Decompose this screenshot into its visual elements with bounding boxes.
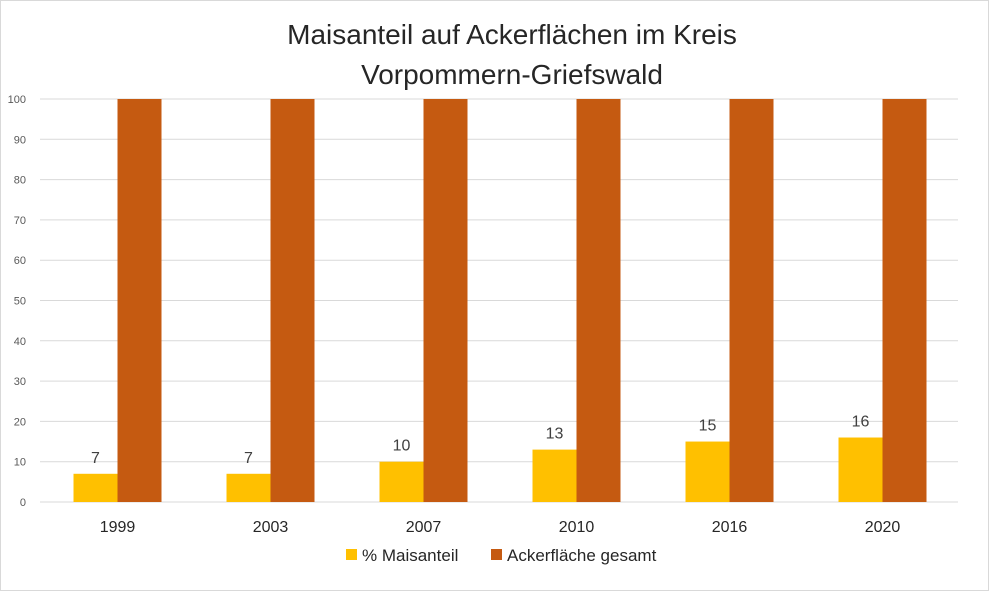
x-tick-label: 2016 bbox=[712, 519, 748, 536]
y-tick-label: 100 bbox=[8, 94, 26, 106]
x-tick-label: 2007 bbox=[406, 519, 442, 536]
y-tick-label: 10 bbox=[14, 457, 26, 469]
bar-maisanteil-2010 bbox=[532, 449, 577, 502]
data-label: 15 bbox=[699, 418, 717, 435]
y-tick-label: 30 bbox=[14, 376, 26, 388]
legend-label: Ackerfläche gesamt bbox=[507, 546, 657, 565]
y-tick-label: 90 bbox=[14, 134, 26, 146]
data-label: 7 bbox=[91, 450, 100, 467]
legend-label: % Maisanteil bbox=[362, 546, 458, 565]
data-label: 10 bbox=[393, 438, 411, 455]
y-tick-label: 0 bbox=[20, 497, 26, 509]
chart-title-line-2: Vorpommern-Griefswald bbox=[361, 59, 663, 90]
bar-ackerflaeche-2016 bbox=[729, 99, 774, 502]
x-tick-label: 1999 bbox=[100, 519, 136, 536]
y-tick-label: 20 bbox=[14, 416, 26, 428]
bar-maisanteil-2020 bbox=[838, 437, 883, 502]
y-tick-label: 50 bbox=[14, 296, 26, 308]
x-tick-label: 2010 bbox=[559, 519, 595, 536]
data-label: 7 bbox=[244, 450, 253, 467]
legend-swatch bbox=[491, 549, 502, 560]
chart-title-line-1: Maisanteil auf Ackerflächen im Kreis bbox=[287, 19, 737, 50]
bar-ackerflaeche-2007 bbox=[423, 99, 468, 502]
bar-ackerflaeche-2010 bbox=[576, 99, 621, 502]
y-tick-label: 80 bbox=[14, 175, 26, 187]
bar-maisanteil-1999 bbox=[73, 473, 118, 502]
y-tick-label: 70 bbox=[14, 215, 26, 227]
bar-maisanteil-2016 bbox=[685, 441, 730, 502]
x-tick-label: 2003 bbox=[253, 519, 289, 536]
bar-maisanteil-2007 bbox=[379, 461, 424, 502]
bar-ackerflaeche-1999 bbox=[117, 99, 162, 502]
bar-maisanteil-2003 bbox=[226, 473, 271, 502]
y-tick-label: 60 bbox=[14, 255, 26, 267]
x-tick-label: 2020 bbox=[865, 519, 901, 536]
legend-swatch bbox=[346, 549, 357, 560]
y-tick-label: 40 bbox=[14, 336, 26, 348]
data-label: 13 bbox=[546, 426, 564, 443]
bar-ackerflaeche-2003 bbox=[270, 99, 315, 502]
bar-ackerflaeche-2020 bbox=[882, 99, 927, 502]
data-label: 16 bbox=[852, 414, 870, 431]
